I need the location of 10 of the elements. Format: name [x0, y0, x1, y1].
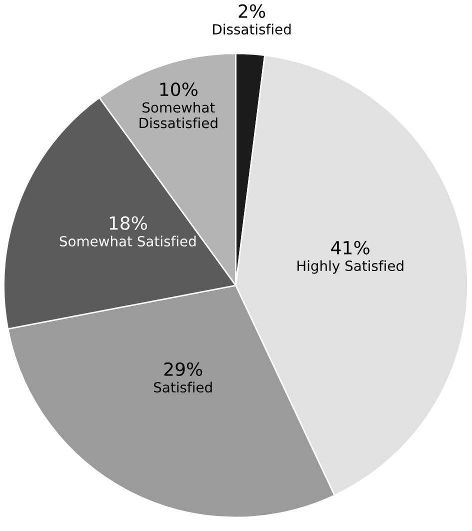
slice-label: Dissatisfied	[213, 24, 291, 35]
slice-label: Somewhat Dissatisfied	[140, 102, 218, 128]
slice-label: Somewhat Satisfied	[60, 236, 196, 247]
data-label: 10%	[160, 82, 198, 96]
slice-label: Satisfied	[154, 382, 212, 393]
slice-label: Highly Satisfied	[297, 260, 404, 274]
data-label: 2%	[238, 4, 266, 18]
data-label: 29%	[164, 362, 202, 376]
data-label: 18%	[110, 216, 147, 230]
data-label: 41%	[331, 240, 370, 254]
